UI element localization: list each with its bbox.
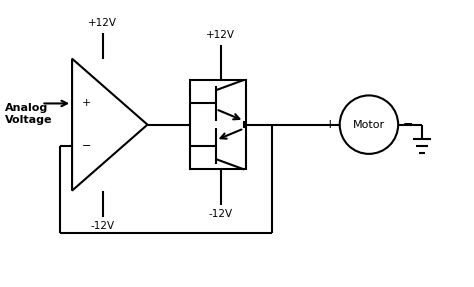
Text: +: +	[325, 118, 336, 131]
Text: -12V: -12V	[91, 221, 115, 231]
Text: +12V: +12V	[206, 30, 235, 40]
Text: −: −	[82, 141, 91, 151]
Text: -12V: -12V	[209, 210, 233, 220]
Text: −: −	[402, 118, 413, 131]
Text: Motor: Motor	[353, 120, 385, 130]
Text: +: +	[82, 98, 91, 108]
Text: Analog
Voltage: Analog Voltage	[5, 104, 53, 125]
Text: +12V: +12V	[88, 18, 117, 28]
